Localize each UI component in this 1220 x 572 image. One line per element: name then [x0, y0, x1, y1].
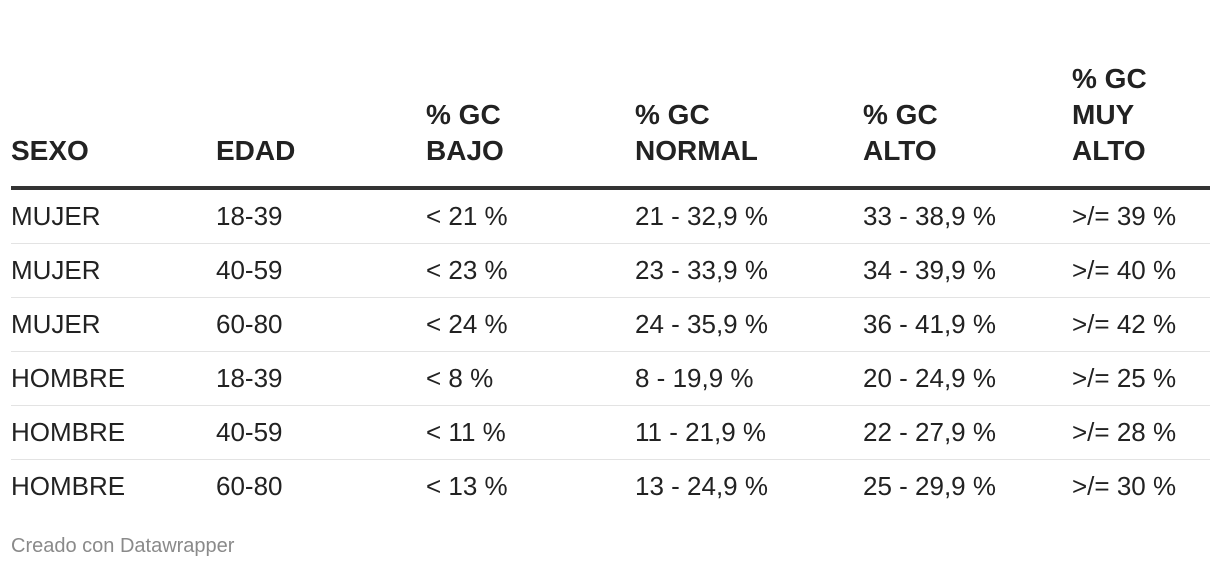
- table-cell: MUJER: [11, 188, 216, 244]
- column-header[interactable]: SEXO: [11, 0, 216, 190]
- table-cell: >/= 40 %: [1072, 243, 1210, 298]
- table-row: HOMBRE 60-80 < 13 % 13 - 24,9 % 25 - 29,9 % >…: [11, 460, 1210, 514]
- column-header-line: NORMAL: [635, 135, 758, 166]
- column-header-line: % GC: [1072, 63, 1147, 94]
- table-cell: 13 - 24,9 %: [635, 471, 768, 501]
- table-cell: < 24 %: [426, 297, 635, 352]
- table-cell: HOMBRE: [11, 405, 216, 460]
- table-cell: >/= 39 %: [1072, 188, 1210, 244]
- table-row: MUJER 40-59 < 23 % 23 - 33,9 % 34 - 39,9 % >/…: [11, 243, 1210, 298]
- column-header-line: ALTO: [863, 135, 937, 166]
- column-header-line: BAJO: [426, 135, 504, 166]
- data-table-container: SEXO EDAD % GC BAJO % GC NORMAL % GC ALTO % GC MU…: [11, 0, 1210, 513]
- datawrapper-credit: Creado con Datawrapper: [11, 535, 235, 557]
- column-header[interactable]: % GC NORMAL: [635, 0, 863, 190]
- table-cell: 20 - 24,9 %: [863, 351, 1072, 406]
- table-cell: < 23 %: [426, 243, 635, 298]
- table-cell: < 13 %: [426, 471, 508, 501]
- table-cell: MUJER: [11, 243, 216, 298]
- table-cell: 60-80: [216, 297, 426, 352]
- table-cell: 34 - 39,9 %: [863, 243, 1072, 298]
- table-cell: 60-80: [216, 471, 283, 501]
- table-cell: 40-59: [216, 405, 426, 460]
- column-header[interactable]: % GC ALTO: [863, 0, 1072, 190]
- table-cell: 36 - 41,9 %: [863, 297, 1072, 352]
- table-cell: 21 - 32,9 %: [635, 188, 863, 244]
- table-row: HOMBRE 40-59 < 11 % 11 - 21,9 % 22 - 27,9 % >…: [11, 405, 1210, 460]
- column-header-line: SEXO: [11, 135, 89, 166]
- table-cell: HOMBRE: [11, 351, 216, 406]
- table-cell: HOMBRE: [11, 471, 126, 501]
- table-cell: >/= 28 %: [1072, 405, 1210, 460]
- column-header-line: MUY: [1072, 99, 1135, 130]
- column-header[interactable]: EDAD: [216, 0, 426, 190]
- table-cell: 22 - 27,9 %: [863, 405, 1072, 460]
- table-cell: >/= 30 %: [1072, 471, 1177, 501]
- table-row: HOMBRE 18-39 < 8 % 8 - 19,9 % 20 - 24,9 % >/=…: [11, 351, 1210, 406]
- table-cell: >/= 42 %: [1072, 297, 1210, 352]
- table-row: MUJER 18-39 < 21 % 21 - 32,9 % 33 - 38,9 % >/…: [11, 188, 1210, 244]
- table-cell: < 21 %: [426, 188, 635, 244]
- column-header-line: ALTO: [1072, 135, 1146, 166]
- body-fat-table: SEXO EDAD % GC BAJO % GC NORMAL % GC ALTO % GC MU…: [11, 0, 1210, 513]
- header-row: SEXO EDAD % GC BAJO % GC NORMAL % GC ALTO % GC MU…: [11, 0, 1210, 190]
- table-header: SEXO EDAD % GC BAJO % GC NORMAL % GC ALTO % GC MU…: [11, 0, 1210, 190]
- table-cell: 33 - 38,9 %: [863, 188, 1072, 244]
- table-cell: 18-39: [216, 188, 426, 244]
- column-header[interactable]: % GC MUY ALTO: [1072, 0, 1210, 190]
- table-cell: < 8 %: [426, 351, 635, 406]
- table-cell: 8 - 19,9 %: [635, 351, 863, 406]
- column-header-line: % GC: [426, 99, 501, 130]
- table-cell: >/= 25 %: [1072, 351, 1210, 406]
- table-cell: 24 - 35,9 %: [635, 297, 863, 352]
- table-body: MUJER 18-39 < 21 % 21 - 32,9 % 33 - 38,9 % >/…: [11, 188, 1210, 513]
- column-header-line: % GC: [863, 99, 938, 130]
- table-cell: < 11 %: [426, 405, 635, 460]
- column-header-line: % GC: [635, 99, 710, 130]
- table-cell: MUJER: [11, 297, 216, 352]
- table-cell: 25 - 29,9 %: [863, 471, 996, 501]
- table-cell: 40-59: [216, 243, 426, 298]
- table-cell: 18-39: [216, 351, 426, 406]
- table-row: MUJER 60-80 < 24 % 24 - 35,9 % 36 - 41,9 % >/…: [11, 297, 1210, 352]
- column-header-line: EDAD: [216, 135, 296, 166]
- table-cell: 11 - 21,9 %: [635, 405, 863, 460]
- table-cell: 23 - 33,9 %: [635, 243, 863, 298]
- column-header[interactable]: % GC BAJO: [426, 0, 635, 190]
